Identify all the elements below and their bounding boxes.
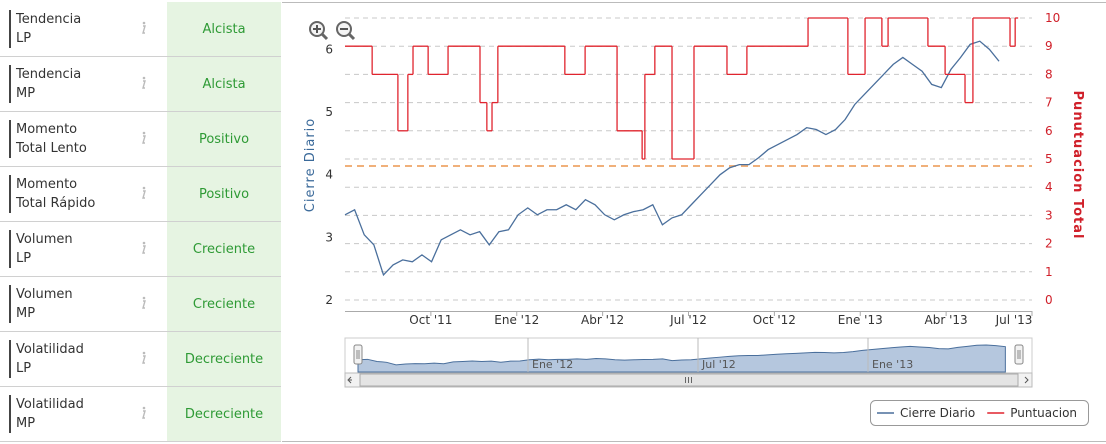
price-line (344, 40, 1000, 277)
y2-tick-label: 8 (1045, 67, 1053, 81)
table-row: Tendencia MP Alcista (0, 57, 281, 112)
row-label: Volatilidad MP (9, 395, 136, 433)
row-label: Volumen LP (9, 230, 136, 268)
y2-tick-label: 1 (1045, 265, 1053, 279)
info-icon[interactable] (138, 240, 148, 256)
y-tick-label: 3 (325, 230, 333, 244)
row-label: Momento Total Rápido (9, 175, 136, 213)
scroll-right[interactable] (1024, 376, 1029, 384)
row-value: Positivo (167, 112, 281, 166)
label-line: Volumen (16, 232, 73, 247)
y2-tick-label: 3 (1045, 208, 1053, 222)
y-tick-label: 4 (325, 168, 333, 182)
legend-label: Cierre Diario (900, 406, 975, 420)
y2-tick-label: 10 (1045, 11, 1060, 25)
y2-tick-label: 7 (1045, 96, 1053, 110)
info-icon[interactable] (138, 130, 148, 146)
y2-axis-title: Punutuacion Total (1070, 91, 1085, 240)
x-tick-label: Oct '12 (753, 313, 796, 327)
label-line: Total Rápido (16, 196, 96, 211)
row-value: Decreciente (167, 332, 281, 386)
label-line: Volumen (16, 287, 73, 302)
row-value: Creciente (167, 277, 281, 331)
x-tick-label: Ene '12 (494, 313, 539, 327)
label-line: Volatilidad (16, 342, 84, 357)
table-row: Momento Total Lento Positivo (0, 112, 281, 167)
y-tick-label: 2 (325, 293, 333, 307)
navigator-content: Ene '12 Jul '12 Ene '13 (357, 338, 1006, 373)
table-row: Volatilidad MP Decreciente (0, 387, 281, 442)
x-tick-label: Ene '13 (838, 313, 883, 327)
info-icon[interactable] (138, 295, 148, 311)
table-row: Momento Total Rápido Positivo (0, 167, 281, 222)
row-value: Positivo (167, 167, 281, 221)
label-line: MP (16, 86, 36, 101)
legend-items: Cierre Diario Puntuacion (877, 406, 1077, 420)
zoom-in[interactable] (309, 21, 329, 41)
label-line: Volatilidad (16, 397, 84, 412)
navigator-area (357, 344, 1006, 373)
row-label: Volumen MP (9, 285, 136, 323)
info-icon[interactable] (138, 405, 148, 421)
y2-tick-label: 2 (1045, 237, 1053, 251)
navigator-handle-right[interactable] (1014, 344, 1024, 365)
table-row: Tendencia LP Alcista (0, 2, 281, 57)
label-line: Total Lento (16, 141, 87, 156)
row-label: Tendencia MP (9, 65, 136, 103)
navigator-tick-label: Ene '12 (532, 358, 573, 371)
indicator-table: Tendencia LP Alcista Tendencia MP Alcista Mome… (0, 2, 281, 442)
row-value: Creciente (167, 222, 281, 276)
navigator-handle-left[interactable] (353, 344, 363, 365)
label-line: Momento (16, 122, 78, 137)
x-tick-label: Abr '12 (581, 313, 624, 327)
y2-tick-label: 9 (1045, 39, 1053, 53)
label-line: Tendencia (16, 12, 82, 27)
label-line: MP (16, 306, 36, 321)
legend-label: Puntuacion (1010, 406, 1077, 420)
y-tick-label: 6 (325, 42, 333, 56)
table-row: Volumen LP Creciente (0, 222, 281, 277)
label-line: Tendencia (16, 67, 82, 82)
table-row: Volumen MP Creciente (0, 277, 281, 332)
label-line: LP (16, 31, 32, 46)
y-axis-title: Cierre Diario (303, 118, 318, 213)
y2-tick-label: 6 (1045, 124, 1053, 138)
y2-tick-label: 5 (1045, 152, 1053, 166)
navigator-tick-label: Ene '13 (872, 358, 913, 371)
x-tick-label: Jul '12 (669, 313, 707, 327)
y-tick-label: 5 (325, 105, 333, 119)
info-icon[interactable] (138, 75, 148, 91)
y2-tick-label: 4 (1045, 180, 1053, 194)
legend (870, 400, 1089, 426)
label-line: MP (16, 416, 36, 431)
info-icon[interactable] (138, 185, 148, 201)
label-line: LP (16, 361, 32, 376)
y2-tick-label: 0 (1045, 293, 1053, 307)
row-label: Tendencia LP (9, 10, 136, 48)
x-tick-label: Jul '13 (995, 313, 1033, 327)
x-tick-label: Abr '13 (925, 313, 968, 327)
info-icon[interactable] (138, 350, 148, 366)
label-line: LP (16, 251, 32, 266)
navigator-tick-label: Jul '12 (701, 358, 736, 371)
x-tick-label: Oct '11 (409, 313, 452, 327)
scrollbar-grip (685, 377, 692, 383)
label-line: Momento (16, 177, 78, 192)
zoom-out[interactable] (336, 21, 356, 41)
row-label: Momento Total Lento (9, 120, 136, 158)
scroll-left[interactable] (347, 376, 352, 384)
row-value: Alcista (167, 2, 281, 56)
row-label: Volatilidad LP (9, 340, 136, 378)
info-icon[interactable] (138, 20, 148, 36)
row-value: Alcista (167, 57, 281, 111)
row-value: Decreciente (167, 387, 281, 441)
table-row: Volatilidad LP Decreciente (0, 332, 281, 387)
